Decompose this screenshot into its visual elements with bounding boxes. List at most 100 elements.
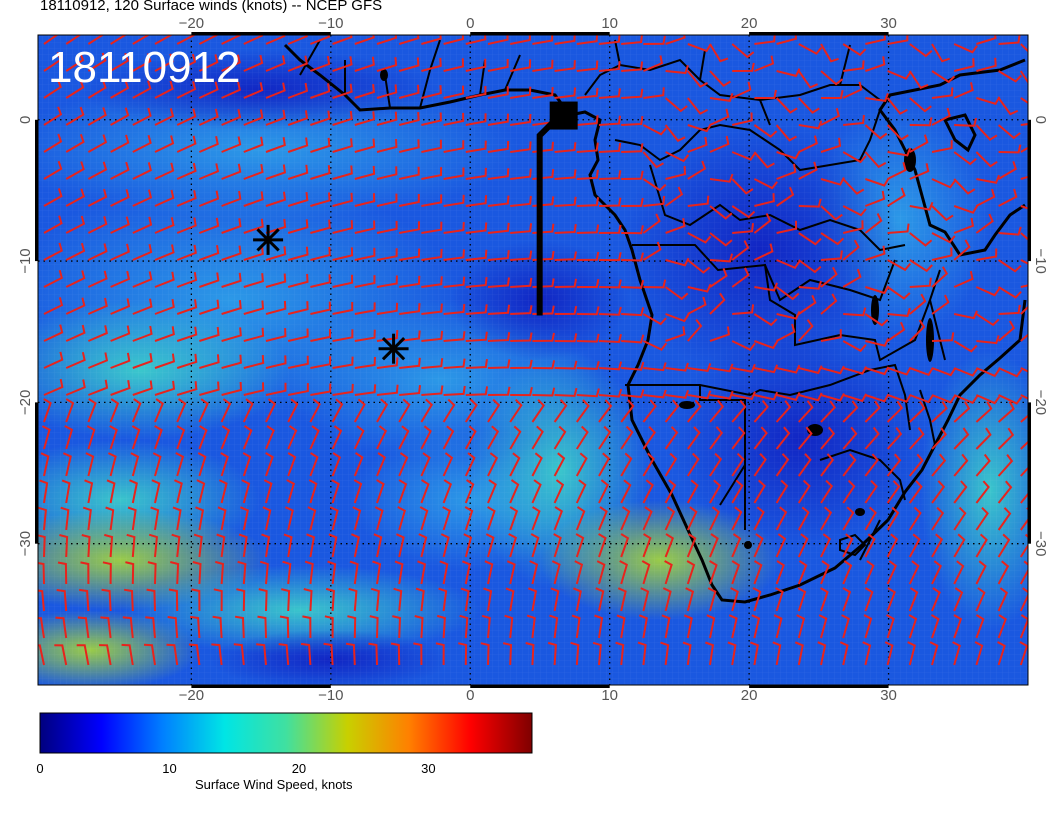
wind-barb: [510, 59, 532, 72]
wind-barb: [685, 587, 695, 612]
wind-barb: [887, 307, 911, 317]
wind-barb: [146, 588, 156, 612]
wind-barb: [909, 293, 927, 315]
wind-barb: [576, 251, 600, 261]
wind-barb: [332, 329, 354, 342]
wind-barb: [886, 506, 900, 531]
colorbar: 0 10 20 30 Surface Wind Speed, knots: [36, 712, 533, 792]
wind-barb: [265, 137, 286, 153]
wind-barb: [573, 587, 582, 612]
wind-barb: [754, 391, 779, 401]
wind-barb: [351, 533, 360, 558]
wind-barb: [598, 279, 622, 289]
wind-barb: [953, 480, 968, 504]
wind-barb: [575, 506, 586, 531]
wind-barb: [265, 35, 286, 45]
wind-barb: [87, 35, 105, 45]
wind-barb: [43, 188, 63, 207]
wind-barb: [168, 588, 179, 612]
wind-barb: [576, 169, 599, 180]
wind-barb: [529, 560, 539, 585]
wind-barb: [287, 452, 297, 477]
wind-barb: [487, 425, 500, 450]
lon-tick-label-bottom: 20: [741, 687, 758, 704]
wind-barb: [775, 426, 791, 450]
wind-barb: [642, 340, 668, 351]
wind-barb: [750, 641, 759, 666]
wind-barb: [43, 378, 64, 396]
wind-barb: [127, 506, 137, 531]
wind-barb: [1020, 175, 1028, 180]
wind-barb: [528, 587, 538, 612]
wind-barb: [709, 560, 718, 585]
wind-barb: [121, 643, 134, 666]
wind-barb: [864, 400, 881, 423]
wind-barb: [997, 507, 1012, 531]
wind-barb: [287, 110, 309, 126]
wind-barb: [65, 106, 85, 126]
wind-barb: [421, 385, 444, 396]
wind-barb: [349, 560, 359, 585]
wind-barb: [154, 244, 175, 261]
wind-barb: [554, 35, 576, 45]
wind-barb: [997, 320, 1016, 342]
wind-barb: [665, 326, 686, 342]
wind-barb: [192, 561, 202, 585]
wind-barb: [554, 251, 577, 261]
asterisk-stroke: [256, 228, 280, 252]
wind-barb: [87, 297, 108, 315]
wind-barb: [176, 108, 197, 126]
wind-barb: [176, 81, 197, 99]
wind-barb: [931, 87, 954, 99]
wind-barb: [530, 533, 540, 558]
wind-barb: [642, 313, 667, 326]
wind-barb: [1020, 333, 1028, 342]
wind-barb: [592, 641, 602, 666]
wind-barb: [553, 533, 562, 558]
wind-barb: [395, 533, 405, 558]
wind-barb: [199, 299, 220, 315]
wind-barb: [1020, 414, 1028, 423]
wind-barb: [687, 232, 712, 244]
wind-barb: [686, 506, 698, 531]
wind-barb: [886, 614, 895, 639]
wind-barb: [145, 616, 156, 639]
wind-barb: [550, 587, 560, 612]
wind-barb: [221, 381, 243, 396]
wind-barb: [997, 614, 1007, 639]
wind-barb: [798, 426, 813, 450]
wind-barb: [148, 533, 158, 558]
wind-barb: [687, 259, 711, 274]
wind-barb: [414, 615, 424, 639]
wind-barb: [265, 398, 277, 423]
wind-barb: [376, 193, 398, 207]
wind-barb: [797, 479, 811, 504]
wind-barb: [1019, 560, 1028, 585]
wind-barb: [86, 425, 96, 450]
wind-barb: [953, 205, 979, 214]
wind-barb: [199, 245, 220, 261]
wind-barb: [376, 166, 398, 180]
wind-barb: [820, 479, 834, 504]
wind-barb: [176, 244, 197, 261]
wind-barb: [598, 506, 608, 531]
wind-barb: [798, 294, 817, 315]
wind-barb: [621, 225, 644, 235]
wind-barb: [842, 393, 868, 403]
wind-barb: [776, 323, 796, 342]
lon-tick-label-top: 10: [601, 15, 618, 32]
wind-barb: [283, 533, 293, 558]
wind-barb: [576, 333, 600, 343]
wind-barb: [575, 479, 587, 504]
wind-barb: [643, 35, 666, 45]
wind-barb: [65, 161, 85, 180]
wind-barb: [576, 142, 599, 153]
wind-barb: [308, 479, 318, 504]
wind-barb: [887, 286, 911, 300]
wind-barb: [709, 43, 729, 63]
wind-barb: [87, 161, 108, 180]
wind-barb: [576, 197, 600, 207]
wind-barb: [576, 87, 599, 99]
wind-barb: [287, 425, 298, 450]
wind-barb: [931, 506, 945, 531]
